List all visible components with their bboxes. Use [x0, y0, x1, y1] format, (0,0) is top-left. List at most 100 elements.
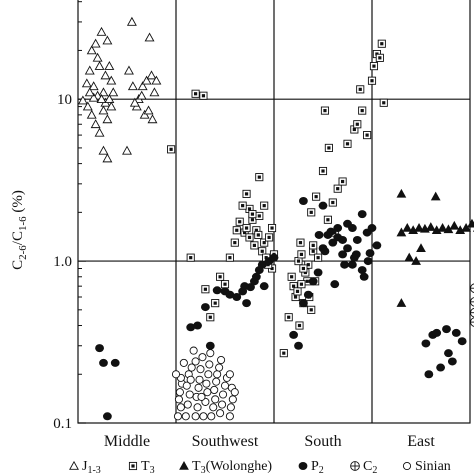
data-point	[470, 297, 474, 307]
data-point	[318, 166, 328, 176]
data-point	[320, 106, 330, 115]
data-point	[267, 223, 277, 233]
data-point	[191, 89, 200, 98]
data-point	[139, 109, 150, 119]
data-point	[218, 400, 227, 409]
data-point	[197, 392, 206, 401]
data-point	[193, 321, 202, 330]
legend-item: Sinian	[402, 459, 451, 474]
y-title-sub: 1-6	[17, 216, 29, 231]
data-point	[313, 268, 323, 277]
data-point	[348, 224, 357, 233]
data-point	[242, 223, 251, 233]
y-title-main: /C	[10, 231, 26, 245]
data-point	[414, 223, 424, 232]
data-point	[352, 235, 362, 244]
data-point	[137, 81, 148, 91]
data-point	[296, 238, 305, 247]
legend-label: T3	[141, 459, 155, 474]
data-point	[348, 260, 357, 269]
data-point	[149, 87, 160, 97]
data-point	[106, 101, 117, 111]
data-point	[467, 218, 474, 228]
data-point	[167, 145, 176, 154]
data-point	[447, 357, 457, 366]
data-point	[461, 223, 471, 232]
data-point	[323, 215, 332, 224]
data-point	[255, 211, 264, 221]
data-point	[367, 224, 377, 233]
series-t3-wolonghe-	[396, 188, 474, 307]
data-point	[297, 280, 306, 289]
data-point	[232, 293, 242, 302]
data-point	[189, 346, 198, 355]
data-point	[104, 60, 115, 70]
data-point	[260, 238, 269, 247]
legend-item: T3(Wolonghe)	[179, 459, 272, 474]
series-c2	[470, 283, 474, 327]
data-point	[284, 313, 293, 322]
data-point	[225, 370, 234, 379]
data-point	[318, 201, 328, 210]
data-point	[123, 65, 134, 75]
data-point	[226, 403, 235, 412]
data-point	[451, 328, 461, 337]
legend-item: J1-3	[69, 459, 101, 474]
data-point	[195, 375, 204, 384]
legend-marker	[69, 460, 79, 470]
legend-item: C2	[350, 459, 377, 474]
data-point	[90, 119, 101, 129]
legend-label: T3(Wolonghe)	[192, 459, 272, 474]
data-point	[194, 383, 203, 392]
y-tick-label: 1.0	[53, 254, 72, 270]
data-point	[98, 145, 109, 155]
data-point	[343, 244, 352, 253]
data-point	[338, 177, 347, 186]
data-point	[294, 341, 303, 350]
data-point	[215, 363, 224, 372]
y-tick-label: 0.1	[53, 416, 72, 432]
data-point	[88, 92, 99, 102]
data-point	[174, 395, 183, 404]
legend-marker	[402, 461, 412, 471]
data-point	[314, 230, 324, 239]
data-point	[303, 290, 313, 299]
legend-label: P2	[311, 459, 324, 474]
data-point	[186, 253, 195, 262]
data-point	[228, 395, 237, 404]
data-point	[179, 358, 188, 367]
data-point	[99, 358, 108, 367]
legend: J1-3 T3 T3(Wolonghe) P2 C2 Sinian	[69, 459, 451, 474]
data-point	[254, 230, 263, 240]
data-point	[104, 94, 115, 103]
legend-marker	[298, 462, 308, 470]
data-point	[205, 341, 215, 350]
plot-frame	[77, 0, 471, 424]
data-point	[444, 349, 453, 358]
data-point	[430, 191, 441, 201]
data-point	[210, 385, 219, 395]
data-point	[449, 220, 460, 230]
data-point	[404, 252, 415, 262]
data-point	[470, 307, 474, 318]
data-point	[424, 370, 434, 379]
data-point	[201, 285, 210, 294]
data-point	[209, 403, 218, 412]
data-point	[191, 412, 200, 421]
data-point	[202, 379, 211, 388]
data-point	[255, 173, 264, 182]
data-point	[100, 70, 111, 80]
category-label: South	[304, 433, 341, 450]
data-point	[205, 360, 214, 369]
data-point	[212, 377, 221, 386]
data-point	[102, 35, 113, 45]
series-sinian	[171, 346, 239, 421]
data-point	[259, 282, 269, 291]
data-point	[151, 75, 162, 85]
data-point	[211, 395, 220, 404]
legend-label: Sinian	[415, 459, 451, 474]
data-point	[147, 114, 158, 124]
data-point	[182, 381, 191, 390]
data-point	[199, 91, 208, 100]
